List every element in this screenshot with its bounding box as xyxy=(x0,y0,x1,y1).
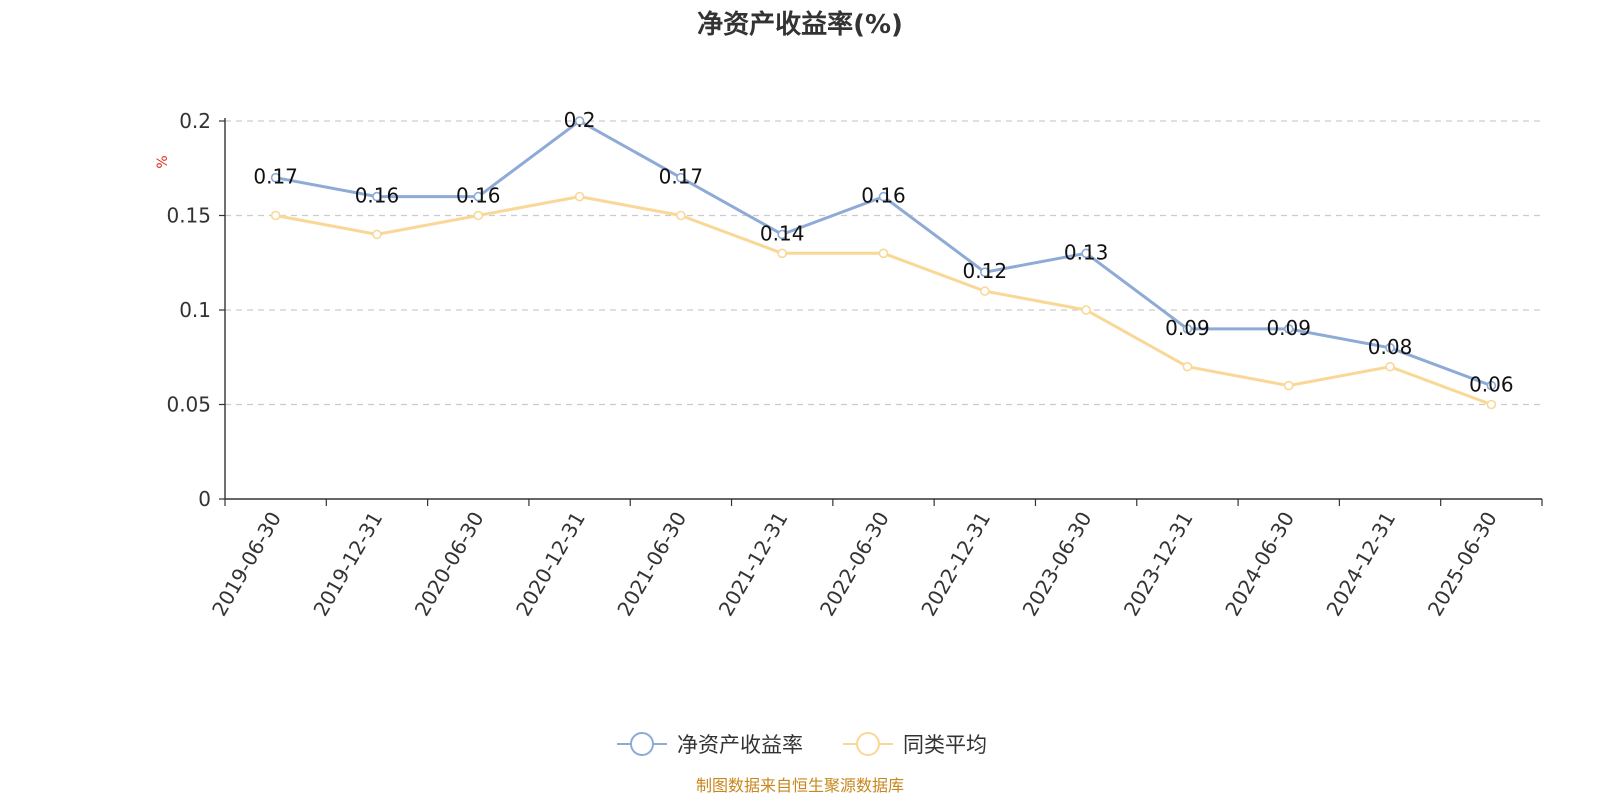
series-point-0 xyxy=(878,191,889,202)
data-label: 0.13 xyxy=(1064,240,1109,264)
series-layer xyxy=(270,116,1497,410)
data-source-note: 制图数据来自恒生聚源数据库 xyxy=(696,776,904,795)
legend-item-1[interactable]: 同类平均 xyxy=(843,732,987,757)
legend[interactable]: 净资产收益率 同类平均 xyxy=(617,732,987,757)
series-point-0 xyxy=(980,267,990,278)
y-unit-label: % xyxy=(155,155,171,168)
y-tick-label: 0.15 xyxy=(166,204,211,228)
legend-label: 净资产收益率 xyxy=(677,733,803,757)
series-point-0 xyxy=(270,172,281,183)
data-label: 0.09 xyxy=(1266,316,1311,340)
data-label: 0.16 xyxy=(861,184,906,208)
series-point-1 xyxy=(574,191,585,202)
x-tick-label: 2020-12-31 xyxy=(511,508,590,621)
series-point-0 xyxy=(1081,248,1091,259)
series-point-0 xyxy=(1385,342,1395,353)
series-point-0 xyxy=(777,229,787,240)
data-label: 0.12 xyxy=(963,259,1008,283)
data-label: 0.17 xyxy=(253,165,298,189)
y-tick-label: 0.2 xyxy=(179,109,211,133)
x-tick-label: 2024-06-30 xyxy=(1220,508,1299,621)
series-point-0 xyxy=(372,191,382,202)
y-tick-label: 0.05 xyxy=(166,393,211,417)
data-label: 0.14 xyxy=(760,221,805,245)
x-tick-label: 2023-12-31 xyxy=(1119,508,1198,621)
data-label: 0.16 xyxy=(456,184,501,208)
x-tick-label: 2025-06-30 xyxy=(1423,508,1502,621)
series-point-0 xyxy=(473,191,484,202)
series-point-1 xyxy=(676,210,686,221)
legend-item-0[interactable]: 净资产收益率 xyxy=(617,732,803,757)
x-tick-label: 2021-12-31 xyxy=(714,508,793,621)
series-point-1 xyxy=(1182,361,1193,372)
data-labels: 0.17 0.16 0.16 0.2 0.17 0.14 0.16 0.12 0.13 0.09 0… xyxy=(253,108,1513,397)
x-tick-label: 2020-06-30 xyxy=(410,508,489,621)
x-tick-label: 2022-06-30 xyxy=(815,508,894,621)
series-line-1 xyxy=(275,195,1492,406)
series-point-0 xyxy=(1182,324,1193,334)
data-label: 0.16 xyxy=(355,184,400,208)
data-label: 0.06 xyxy=(1469,373,1514,397)
series-point-1 xyxy=(473,210,484,221)
data-label: 0.2 xyxy=(564,108,596,132)
series-point-1 xyxy=(1081,305,1091,315)
x-tick-label: 2023-06-30 xyxy=(1018,508,1097,621)
series-point-1 xyxy=(878,248,889,259)
series-point-1 xyxy=(1486,399,1497,410)
series-point-1 xyxy=(777,248,787,259)
legend-swatch-marker xyxy=(630,732,654,756)
series-point-1 xyxy=(1283,380,1294,391)
series-point-1 xyxy=(1385,361,1395,372)
series-point-0 xyxy=(1486,380,1497,391)
data-label: 0.09 xyxy=(1165,316,1210,340)
x-tick-label: 2021-06-30 xyxy=(612,508,691,621)
y-tick-label: 0 xyxy=(198,487,211,511)
legend-label: 同类平均 xyxy=(903,733,987,757)
series-point-0 xyxy=(1283,324,1294,334)
x-tick-label: 2024-12-31 xyxy=(1321,508,1400,621)
data-label: 0.08 xyxy=(1368,335,1413,359)
series-point-1 xyxy=(980,286,990,296)
y-tick-label: 0.1 xyxy=(179,298,211,322)
series-point-1 xyxy=(372,229,382,240)
series-point-0 xyxy=(676,172,686,183)
grid-lines xyxy=(225,120,1542,406)
x-tick-label: 2022-12-31 xyxy=(916,508,995,621)
x-tick-label: 2019-06-30 xyxy=(207,508,286,621)
series-point-0 xyxy=(574,116,585,126)
legend-swatch-marker xyxy=(856,732,880,756)
x-tick-label: 2019-12-31 xyxy=(308,508,387,621)
chart-title: 净资产收益率(%) xyxy=(697,9,903,40)
data-label: 0.17 xyxy=(659,165,704,189)
series-point-1 xyxy=(270,210,281,221)
